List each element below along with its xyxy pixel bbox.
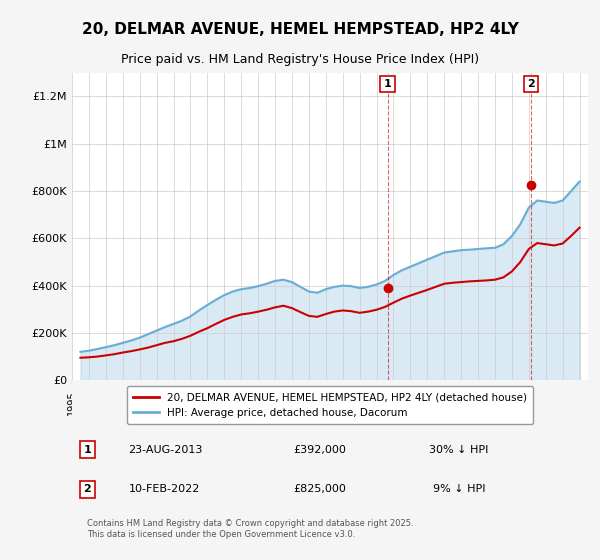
Text: 1: 1	[83, 445, 91, 455]
Text: £392,000: £392,000	[293, 445, 346, 455]
Text: 23-AUG-2013: 23-AUG-2013	[128, 445, 202, 455]
Text: 1: 1	[383, 79, 391, 89]
Text: 20, DELMAR AVENUE, HEMEL HEMPSTEAD, HP2 4LY: 20, DELMAR AVENUE, HEMEL HEMPSTEAD, HP2 …	[82, 22, 518, 38]
Text: 2: 2	[83, 484, 91, 494]
Text: Contains HM Land Registry data © Crown copyright and database right 2025.
This d: Contains HM Land Registry data © Crown c…	[88, 519, 414, 539]
Text: 9% ↓ HPI: 9% ↓ HPI	[433, 484, 485, 494]
Legend: 20, DELMAR AVENUE, HEMEL HEMPSTEAD, HP2 4LY (detached house), HPI: Average price: 20, DELMAR AVENUE, HEMEL HEMPSTEAD, HP2 …	[127, 386, 533, 424]
Text: Price paid vs. HM Land Registry's House Price Index (HPI): Price paid vs. HM Land Registry's House …	[121, 53, 479, 66]
Text: 30% ↓ HPI: 30% ↓ HPI	[430, 445, 488, 455]
Text: 10-FEB-2022: 10-FEB-2022	[129, 484, 200, 494]
Text: £825,000: £825,000	[293, 484, 346, 494]
Text: 2: 2	[527, 79, 535, 89]
